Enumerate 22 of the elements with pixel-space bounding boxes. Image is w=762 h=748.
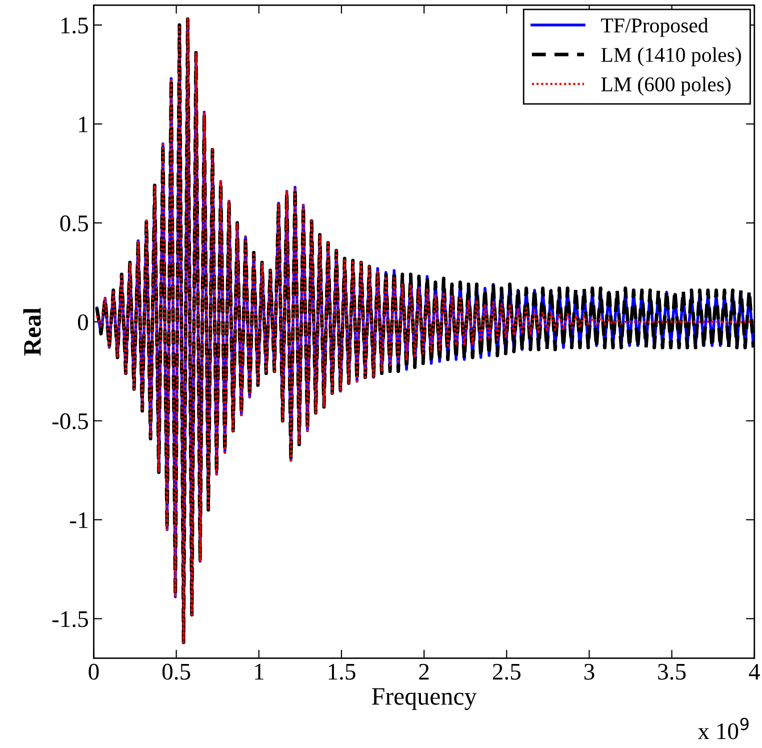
x-tick-label: 4 [748,664,760,680]
y-tick-label: 0.5 [60,215,88,232]
y-tick-label: -1 [70,512,88,528]
x-tick-label: 0 [88,664,99,680]
y-tick-label: 0 [78,314,88,330]
legend-label: LM (600 poles) [601,76,731,96]
y-tick-label: -0.5 [52,413,88,430]
x-axis-title: Frequency [372,688,477,710]
y-tick-label: -1.5 [52,611,88,628]
legend-label: TF/Proposed [601,18,708,37]
x-tick-label: 2.5 [492,664,520,680]
text: x 10$^{9}$ [698,718,749,740]
x-tick-label: 0.5 [162,664,190,680]
x-tick-label: 1.5 [328,664,356,680]
x-tick-label: 1 [255,664,264,680]
x-tick-label: 3.5 [658,664,686,680]
y-tick-label: 1.5 [61,18,88,34]
legend-label: LM (1410 poles) [601,47,741,66]
x-tick-label: 2 [419,664,429,680]
y-tick-label: 1 [79,116,88,132]
y-axis-title: Real [23,308,41,356]
x-tick-label: 3 [584,664,594,680]
